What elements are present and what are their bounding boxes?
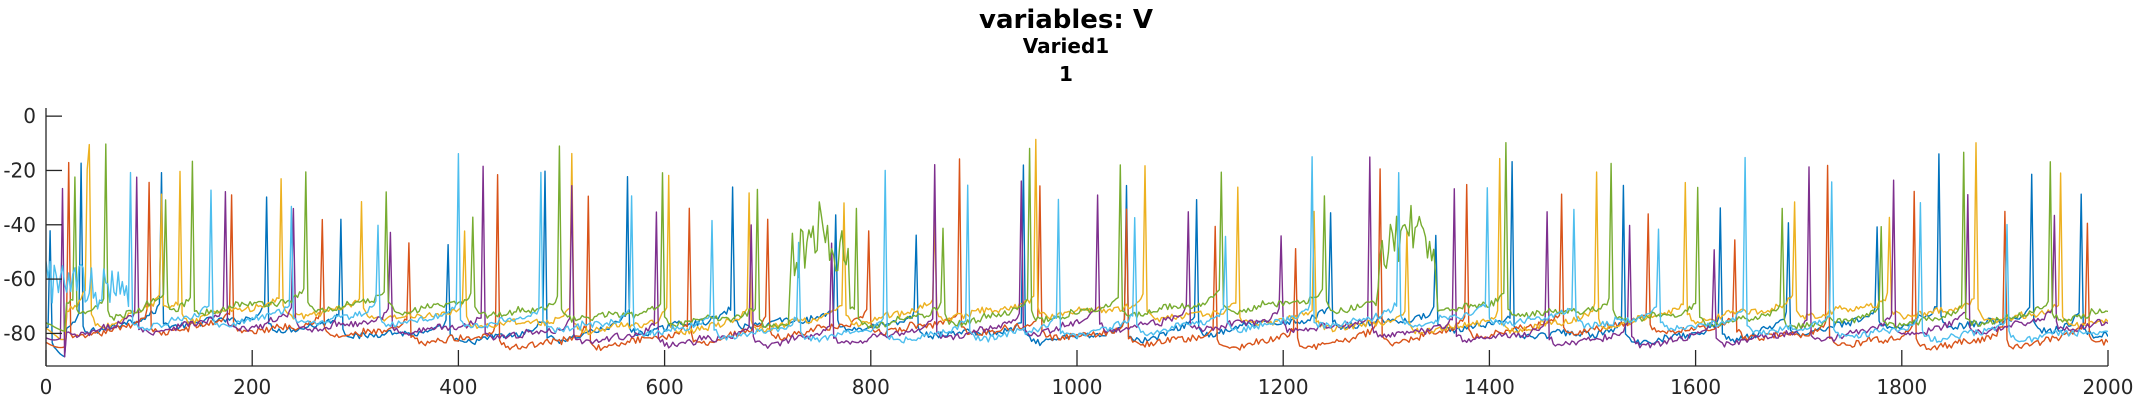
x-tick-label: 400 (439, 375, 477, 399)
y-tick-label: -20 (3, 158, 36, 182)
chart-subtitle-2: 1 (1059, 62, 1073, 86)
x-tick-label: 200 (233, 375, 271, 399)
x-tick-label: 1400 (1464, 375, 1515, 399)
x-tick-label: 1600 (1670, 375, 1721, 399)
series-line-6 (46, 152, 2108, 344)
y-tick-label: -40 (3, 213, 36, 237)
series-line-2 (46, 158, 2108, 352)
y-tick-label: 0 (23, 104, 36, 128)
x-tick-label: 800 (852, 375, 890, 399)
x-tick-label: 1200 (1258, 375, 1309, 399)
x-tick-label: 1800 (1876, 375, 1927, 399)
x-tick-label: 1000 (1052, 375, 1103, 399)
y-tick-label: -60 (3, 267, 36, 291)
chart-title: variables: V (979, 5, 1153, 35)
y-tick-label: -80 (3, 321, 36, 345)
chart-subtitle: Varied1 (1023, 34, 1109, 58)
x-tick-label: 600 (646, 375, 684, 399)
x-tick-label: 2000 (2083, 375, 2133, 399)
series-line-4 (46, 156, 2108, 358)
series-line-3 (46, 138, 2108, 341)
x-tick-label: 0 (40, 375, 53, 399)
series-line-1 (46, 153, 2108, 358)
series-layer (46, 138, 2108, 358)
series-line-5 (46, 141, 2108, 332)
axes: 0 200 400 600 800 1000 1200 1400 1600 1800 2000 0 -2… (3, 104, 2133, 399)
